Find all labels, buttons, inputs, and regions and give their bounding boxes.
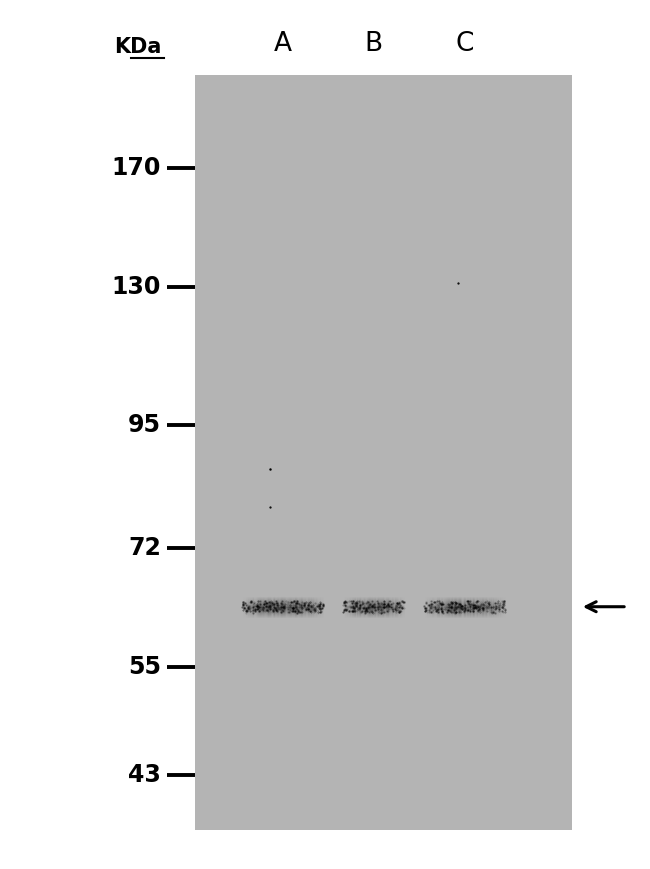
Text: 72: 72 bbox=[128, 536, 161, 560]
Text: A: A bbox=[274, 31, 292, 57]
Text: 55: 55 bbox=[128, 654, 161, 679]
Text: 95: 95 bbox=[128, 414, 161, 437]
Text: B: B bbox=[365, 31, 383, 57]
Text: 130: 130 bbox=[112, 275, 161, 299]
Text: 43: 43 bbox=[128, 763, 161, 787]
Text: 170: 170 bbox=[112, 156, 161, 181]
Text: C: C bbox=[456, 31, 474, 57]
Bar bbox=[195, 75, 572, 830]
Text: KDa: KDa bbox=[114, 37, 161, 57]
